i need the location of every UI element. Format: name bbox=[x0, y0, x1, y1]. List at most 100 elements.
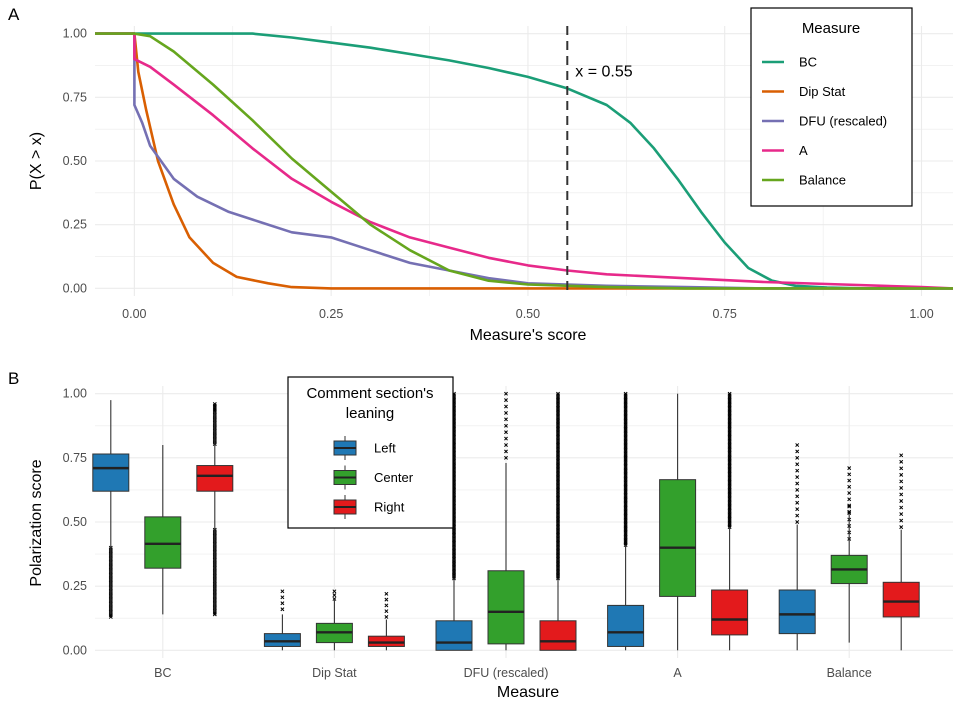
outlier-point bbox=[847, 491, 852, 495]
box-right-a bbox=[711, 391, 749, 651]
y-tick-label: 1.00 bbox=[63, 27, 87, 41]
legend-item-center: Center bbox=[333, 465, 414, 490]
outlier-point bbox=[280, 595, 285, 600]
outlier-point bbox=[899, 485, 904, 490]
box-center-bc bbox=[144, 445, 182, 615]
legend-label-balance: Balance bbox=[799, 173, 846, 188]
x-tick-label: 0.00 bbox=[122, 307, 146, 321]
panel-b-legend: Comment section's leaning Left Center Righ… bbox=[287, 376, 454, 529]
outlier-point bbox=[795, 487, 800, 492]
legend-label-a: A bbox=[799, 143, 808, 158]
legend-label-center: Center bbox=[374, 470, 414, 485]
x-tick-label: A bbox=[673, 666, 682, 680]
outlier-point bbox=[795, 475, 800, 480]
panel-b-ylabel: Polarization score bbox=[28, 459, 45, 586]
outlier-point bbox=[384, 603, 389, 608]
outlier-point bbox=[280, 601, 285, 606]
panel-b: B BC Dip Stat DFU (rescaled) A Balance 0.00 0.… bbox=[8, 369, 953, 701]
box-body bbox=[487, 570, 525, 645]
x-tick-label: Dip Stat bbox=[312, 666, 357, 680]
box-right-balance bbox=[882, 453, 920, 651]
series-line-a bbox=[95, 32, 953, 290]
legend-label-dip-stat: Dip Stat bbox=[799, 84, 846, 99]
x-tick-label: 0.50 bbox=[516, 307, 540, 321]
y-tick-label: 1.00 bbox=[63, 387, 87, 401]
box-left-bc bbox=[92, 400, 130, 619]
legend-b-title-line2: leaning bbox=[346, 405, 394, 422]
box-left-dip-stat bbox=[263, 589, 301, 651]
outlier-point bbox=[899, 453, 904, 458]
outlier-point bbox=[847, 511, 852, 516]
outlier-point bbox=[847, 472, 852, 477]
x-tick-label: DFU (rescaled) bbox=[464, 666, 549, 680]
outlier-point bbox=[727, 391, 732, 396]
outlier-point bbox=[795, 481, 800, 486]
box-right-bc bbox=[196, 402, 234, 617]
panel-b-tag: B bbox=[8, 369, 19, 388]
legend-label-left: Left bbox=[374, 441, 396, 456]
outlier-point bbox=[847, 478, 852, 483]
panel-b-ticks: BC Dip Stat DFU (rescaled) A Balance 0.00 0.25… bbox=[63, 387, 872, 680]
y-tick-label: 0.00 bbox=[63, 643, 87, 657]
outlier-point bbox=[847, 503, 852, 508]
legend-label-bc: BC bbox=[799, 55, 817, 70]
outlier-point bbox=[504, 410, 508, 415]
outlier-point bbox=[847, 497, 852, 502]
outlier-point bbox=[623, 391, 628, 396]
outlier-point bbox=[899, 492, 904, 497]
box-center-dfu-rescaled bbox=[487, 391, 525, 651]
box-body bbox=[659, 479, 697, 597]
box-right-dip-stat bbox=[367, 591, 405, 651]
outlier-point bbox=[795, 500, 800, 505]
x-tick-label: 0.75 bbox=[713, 307, 737, 321]
outlier-point bbox=[795, 507, 800, 512]
legend-item-left: Left bbox=[333, 436, 396, 460]
outlier-point bbox=[795, 462, 800, 467]
box-body bbox=[367, 635, 405, 647]
x-tick-label: 0.25 bbox=[319, 307, 343, 321]
outlier-point bbox=[332, 589, 337, 594]
legend-b-box bbox=[287, 376, 454, 529]
outlier-point bbox=[899, 505, 904, 510]
x-tick-label: 1.00 bbox=[909, 307, 933, 321]
box-body bbox=[882, 581, 920, 618]
legend-label-dfu-rescaled: DFU (rescaled) bbox=[799, 114, 887, 129]
y-tick-label: 0.25 bbox=[63, 218, 87, 232]
y-tick-label: 0.50 bbox=[63, 515, 87, 529]
outlier-point bbox=[795, 443, 800, 447]
y-tick-label: 0.50 bbox=[63, 154, 87, 168]
y-tick-label: 0.25 bbox=[63, 579, 87, 593]
outlier-point bbox=[795, 513, 800, 518]
panel-b-boxes bbox=[92, 391, 920, 651]
box-center-a bbox=[659, 393, 697, 651]
outlier-point bbox=[504, 443, 508, 447]
box-center-balance bbox=[830, 466, 868, 643]
outlier-point bbox=[899, 479, 904, 484]
panel-a-tag: A bbox=[8, 5, 20, 24]
y-tick-label: 0.00 bbox=[63, 281, 87, 295]
outlier-point bbox=[384, 614, 389, 619]
outlier-point bbox=[795, 455, 800, 460]
outlier-point bbox=[899, 459, 904, 464]
outlier-point bbox=[504, 436, 508, 441]
box-left-balance bbox=[778, 443, 816, 651]
outlier-point bbox=[504, 430, 508, 435]
outlier-point bbox=[280, 589, 285, 594]
panel-a-xlabel: Measure's score bbox=[470, 327, 587, 344]
legend-item-right: Right bbox=[333, 495, 405, 519]
outlier-point bbox=[212, 402, 217, 406]
outlier-point bbox=[847, 504, 852, 509]
box-body bbox=[435, 620, 473, 651]
outlier-point bbox=[899, 512, 904, 517]
outlier-point bbox=[504, 423, 508, 428]
box-body bbox=[711, 589, 749, 636]
legend-label-right: Right bbox=[374, 500, 405, 515]
box-center-dip-stat bbox=[315, 589, 353, 651]
legend-a-title: Measure bbox=[802, 20, 860, 37]
outlier-point bbox=[504, 455, 508, 460]
outlier-point bbox=[384, 591, 389, 596]
outlier-point bbox=[280, 607, 285, 612]
box-body bbox=[196, 465, 234, 492]
outlier-point bbox=[899, 472, 904, 477]
